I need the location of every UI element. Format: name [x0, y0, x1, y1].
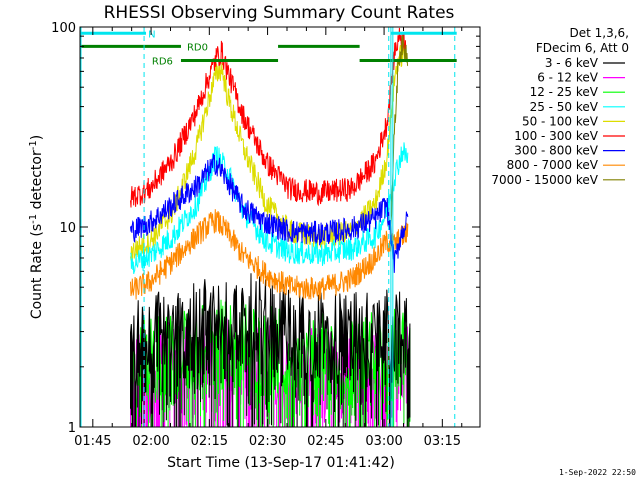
series-line-800-7000-kev: [130, 209, 409, 301]
legend-label-6-12-kev: 6 - 12 keV: [537, 71, 599, 85]
legend-header-detectors: Det 1,3,6,: [570, 26, 630, 40]
bar-label-n: N: [148, 29, 155, 40]
series-line-25-50-kev: [130, 142, 409, 275]
legend-label-800-7000-kev: 800 - 7000 keV: [507, 158, 599, 172]
legend-label-7000-15000-kev: 7000 - 15000 keV: [491, 173, 598, 187]
legend-label-3-6-kev: 3 - 6 keV: [545, 56, 599, 70]
series-line-7000-15000-kev: [390, 35, 409, 236]
footer-timestamp: 1-Sep-2022 22:50: [559, 468, 636, 477]
legend-label-50-100-kev: 50 - 100 keV: [522, 114, 599, 128]
series-line-100-300-kev: [130, 27, 407, 208]
legend-header-decimation: FDecim 6, Att 0: [536, 41, 629, 55]
x-tick-label: 02:15: [191, 434, 228, 449]
y-tick-label: 100: [51, 21, 76, 36]
series-line-300-800-kev: [130, 153, 409, 273]
y-tick-label: 10: [59, 221, 76, 236]
x-tick-label: 02:00: [132, 434, 169, 449]
x-tick-label: 02:45: [307, 434, 344, 449]
y-tick-label: 1: [68, 421, 76, 436]
x-tick-label: 02:30: [249, 434, 286, 449]
x-tick-label: 03:00: [365, 434, 402, 449]
x-axis-label: Start Time (13-Sep-17 01:41:42): [167, 455, 395, 471]
legend-label-300-800-kev: 300 - 800 keV: [514, 144, 598, 158]
y-axis-label: Count Rate (s-1 detector-1): [28, 135, 45, 319]
plot-area: N RD0 RD6 1 10 100 01:45 02:00 02:15 02:30 02:45 03…: [51, 21, 481, 449]
bar-label-rd6: RD6: [152, 56, 173, 67]
legend-label-100-300-kev: 100 - 300 keV: [514, 129, 598, 143]
series-line-3-6-kev: [130, 273, 411, 427]
chart-title: RHESSI Observing Summary Count Rates: [104, 3, 455, 23]
x-tick-label: 01:45: [74, 434, 111, 449]
legend-label-25-50-kev: 25 - 50 keV: [530, 100, 599, 114]
legend-label-12-25-kev: 12 - 25 keV: [530, 85, 599, 99]
bar-label-rd0: RD0: [187, 42, 208, 53]
x-tick-label: 03:15: [424, 434, 461, 449]
